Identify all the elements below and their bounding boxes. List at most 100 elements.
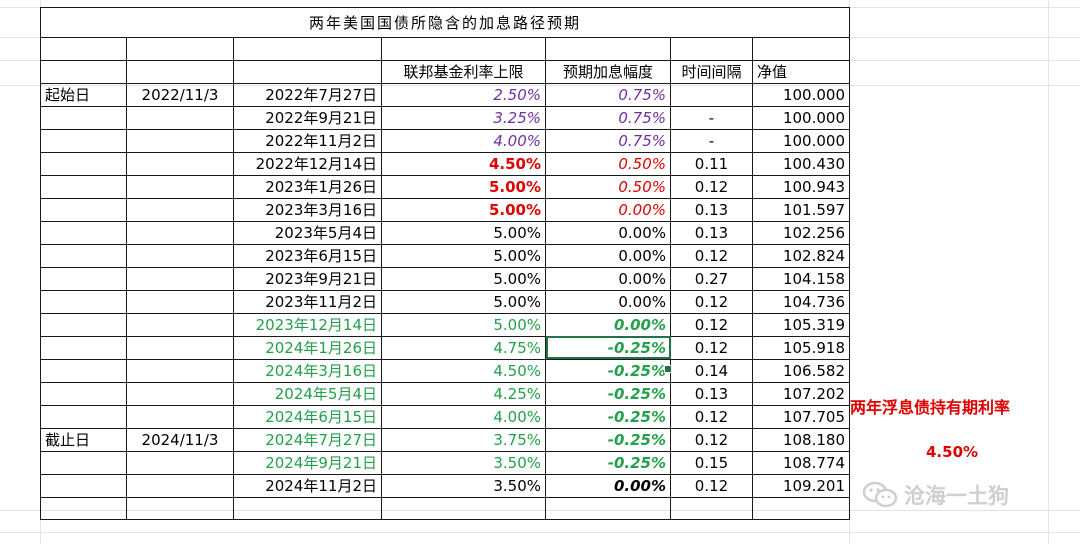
interval-cell[interactable] xyxy=(670,82,753,107)
cell[interactable] xyxy=(126,220,234,245)
holding-rate-value[interactable]: 4.50% xyxy=(926,443,979,461)
nav-cell[interactable]: 100.943 xyxy=(752,174,850,199)
interval-cell[interactable]: 0.11 xyxy=(670,151,753,176)
nav-cell[interactable]: 105.918 xyxy=(752,335,850,360)
cell[interactable] xyxy=(670,37,753,61)
cell[interactable] xyxy=(40,37,127,61)
date-cell[interactable]: 2024年1月26日 xyxy=(233,335,382,360)
cell[interactable] xyxy=(752,496,850,520)
cell[interactable] xyxy=(126,151,234,176)
cell[interactable] xyxy=(670,496,753,520)
holding-rate-label[interactable]: 两年浮息债持有期利率 xyxy=(850,398,1011,417)
interval-cell[interactable]: 0.15 xyxy=(670,450,753,475)
header-nav[interactable]: 净值 xyxy=(752,59,850,84)
cell[interactable] xyxy=(40,59,127,84)
interval-cell[interactable]: 0.13 xyxy=(670,197,753,222)
cell[interactable] xyxy=(126,197,234,222)
date-cell[interactable]: 2024年6月15日 xyxy=(233,404,382,429)
cell[interactable] xyxy=(40,174,127,199)
nav-cell[interactable]: 108.180 xyxy=(752,427,850,452)
date-cell[interactable]: 2022年12月14日 xyxy=(233,151,382,176)
nav-cell[interactable]: 108.774 xyxy=(752,450,850,475)
nav-cell[interactable]: 104.736 xyxy=(752,289,850,314)
nav-cell[interactable]: 107.202 xyxy=(752,381,850,406)
rate-cell[interactable]: 5.00% xyxy=(381,266,546,291)
rate-cell[interactable]: 4.00% xyxy=(381,404,546,429)
interval-cell[interactable]: 0.12 xyxy=(670,404,753,429)
cell[interactable] xyxy=(40,243,127,268)
cell[interactable] xyxy=(233,37,382,61)
nav-cell[interactable]: 102.256 xyxy=(752,220,850,245)
date-cell[interactable]: 2024年3月16日 xyxy=(233,358,382,383)
rate-cell[interactable]: 3.50% xyxy=(381,473,546,498)
cell[interactable] xyxy=(40,335,127,360)
cell[interactable] xyxy=(40,105,127,130)
cell[interactable] xyxy=(40,358,127,383)
nav-cell[interactable]: 100.000 xyxy=(752,105,850,130)
date-cell[interactable]: 2023年12月14日 xyxy=(233,312,382,337)
cell[interactable] xyxy=(40,220,127,245)
start-date[interactable]: 2022/11/3 xyxy=(126,82,234,107)
hike-cell[interactable]: 0.00% xyxy=(545,266,671,291)
interval-cell[interactable]: 0.13 xyxy=(670,220,753,245)
start-label[interactable]: 起始日 xyxy=(40,82,127,107)
rate-cell[interactable]: 4.75% xyxy=(381,335,546,360)
cell[interactable] xyxy=(40,197,127,222)
rate-cell[interactable]: 4.50% xyxy=(381,358,546,383)
cell[interactable] xyxy=(752,37,850,61)
interval-cell[interactable]: 0.12 xyxy=(670,243,753,268)
cell[interactable] xyxy=(40,312,127,337)
cell[interactable] xyxy=(40,289,127,314)
nav-cell[interactable]: 104.158 xyxy=(752,266,850,291)
header-interval[interactable]: 时间间隔 xyxy=(670,59,753,84)
cell[interactable] xyxy=(126,473,234,498)
hike-cell[interactable]: 0.50% xyxy=(545,151,671,176)
cell[interactable] xyxy=(126,450,234,475)
nav-cell[interactable]: 107.705 xyxy=(752,404,850,429)
cell[interactable] xyxy=(40,450,127,475)
date-cell[interactable]: 2022年11月2日 xyxy=(233,128,382,153)
hike-cell[interactable]: 0.75% xyxy=(545,128,671,153)
interval-cell[interactable]: 0.12 xyxy=(670,174,753,199)
cell[interactable] xyxy=(126,37,234,61)
cell[interactable] xyxy=(126,289,234,314)
table-title[interactable]: 两年美国国债所隐含的加息路径预期 xyxy=(40,7,850,38)
hike-cell[interactable]: 0.00% xyxy=(545,220,671,245)
cell[interactable] xyxy=(381,37,546,61)
end-date[interactable]: 2024/11/3 xyxy=(126,427,234,452)
rate-cell[interactable]: 3.50% xyxy=(381,450,546,475)
date-cell[interactable]: 2023年3月16日 xyxy=(233,197,382,222)
interval-cell[interactable]: 0.12 xyxy=(670,289,753,314)
cell[interactable] xyxy=(126,105,234,130)
rate-cell[interactable]: 5.00% xyxy=(381,174,546,199)
hike-cell[interactable]: -0.25% xyxy=(545,358,671,383)
end-label[interactable]: 截止日 xyxy=(40,427,127,452)
nav-cell[interactable]: 101.597 xyxy=(752,197,850,222)
date-cell[interactable]: 2023年5月4日 xyxy=(233,220,382,245)
rate-cell[interactable]: 4.00% xyxy=(381,128,546,153)
date-cell[interactable]: 2022年9月21日 xyxy=(233,105,382,130)
interval-cell[interactable]: - xyxy=(670,105,753,130)
rate-cell[interactable]: 5.00% xyxy=(381,312,546,337)
interval-cell[interactable]: 0.27 xyxy=(670,266,753,291)
cell[interactable] xyxy=(126,381,234,406)
cell[interactable] xyxy=(40,151,127,176)
nav-cell[interactable]: 109.201 xyxy=(752,473,850,498)
cell[interactable] xyxy=(233,59,382,84)
hike-cell[interactable]: 0.75% xyxy=(545,82,671,107)
rate-cell[interactable]: 5.00% xyxy=(381,289,546,314)
nav-cell[interactable]: 105.319 xyxy=(752,312,850,337)
hike-cell[interactable]: 0.00% xyxy=(545,243,671,268)
cell[interactable] xyxy=(126,128,234,153)
date-cell[interactable]: 2023年1月26日 xyxy=(233,174,382,199)
nav-cell[interactable]: 106.582 xyxy=(752,358,850,383)
rate-cell[interactable]: 3.25% xyxy=(381,105,546,130)
cell[interactable] xyxy=(126,174,234,199)
cell[interactable] xyxy=(40,496,127,520)
hike-cell[interactable]: -0.25% xyxy=(545,427,671,452)
cell[interactable] xyxy=(126,335,234,360)
cell[interactable] xyxy=(126,266,234,291)
nav-cell[interactable]: 100.000 xyxy=(752,82,850,107)
rate-cell[interactable]: 2.50% xyxy=(381,82,546,107)
